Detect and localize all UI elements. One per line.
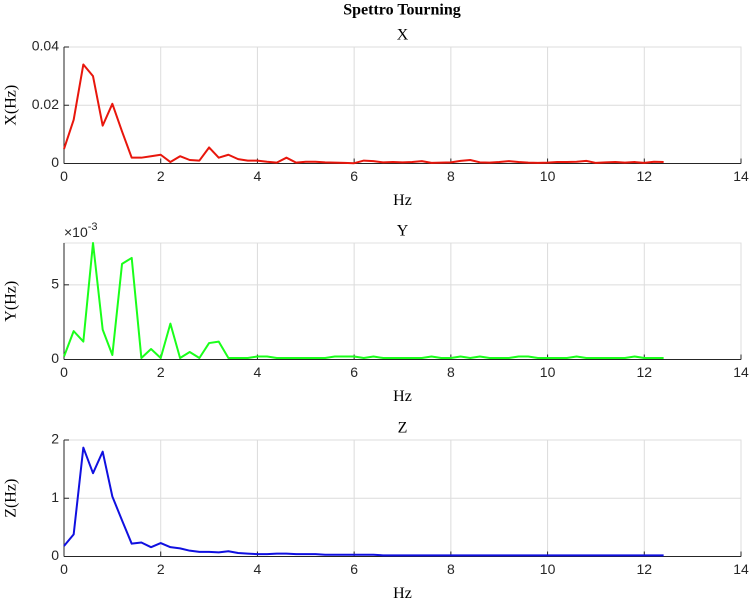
x-tick-label: 12 <box>636 168 652 184</box>
x-tick-label: 6 <box>350 561 358 577</box>
x-tick-label: 14 <box>733 168 749 184</box>
x-tick-label: 8 <box>447 561 455 577</box>
subplot-title: X <box>397 27 409 44</box>
y-tick-label: 0 <box>51 154 59 170</box>
x-axis-label: Hz <box>393 388 412 405</box>
y-tick-label: 0.02 <box>32 96 59 112</box>
plot-area <box>63 242 742 360</box>
x-tick-label: 0 <box>60 561 68 577</box>
x-tick-label: 10 <box>540 364 556 380</box>
y-tick-label: 1 <box>51 489 59 505</box>
x-tick-label: 14 <box>733 561 749 577</box>
y-tick-label: 0.04 <box>32 38 59 54</box>
y-axis-label: Y(Hz) <box>3 281 20 322</box>
subplot-title: Y <box>397 223 409 240</box>
x-tick-label: 10 <box>540 168 556 184</box>
figure-title: Spettro Tourning <box>343 2 461 19</box>
x-tick-label: 4 <box>254 168 262 184</box>
y-multiplier: ×10-3 <box>64 221 98 240</box>
multiplier-exponent: -3 <box>88 221 98 233</box>
x-tick-label: 8 <box>447 364 455 380</box>
data-line <box>63 63 664 165</box>
subplot-title: Z <box>398 420 408 437</box>
y-tick-label: 2 <box>51 431 59 447</box>
y-tick-label: 0 <box>51 547 59 563</box>
x-tick-label: 12 <box>636 364 652 380</box>
multiplier-base: ×10 <box>64 224 88 240</box>
x-tick-label: 6 <box>350 168 358 184</box>
y-tick-label: 5 <box>51 276 59 292</box>
x-tick-label: 0 <box>60 364 68 380</box>
y-axis-label: X(Hz) <box>3 85 20 126</box>
x-tick-label: 2 <box>157 561 165 577</box>
x-tick-label: 4 <box>254 364 262 380</box>
data-line <box>63 446 664 557</box>
x-tick-label: 0 <box>60 168 68 184</box>
x-axis-label: Hz <box>393 192 412 209</box>
x-tick-label: 4 <box>254 561 262 577</box>
x-tick-label: 8 <box>447 168 455 184</box>
x-axis-label: Hz <box>393 585 412 602</box>
data-line <box>63 242 664 360</box>
x-tick-label: 12 <box>636 561 652 577</box>
x-tick-label: 2 <box>157 364 165 380</box>
x-tick-label: 10 <box>540 561 556 577</box>
y-tick-label: 0 <box>51 350 59 366</box>
y-axis-label: Z(Hz) <box>3 479 20 518</box>
x-tick-label: 14 <box>733 364 749 380</box>
x-tick-label: 6 <box>350 364 358 380</box>
x-tick-label: 2 <box>157 168 165 184</box>
